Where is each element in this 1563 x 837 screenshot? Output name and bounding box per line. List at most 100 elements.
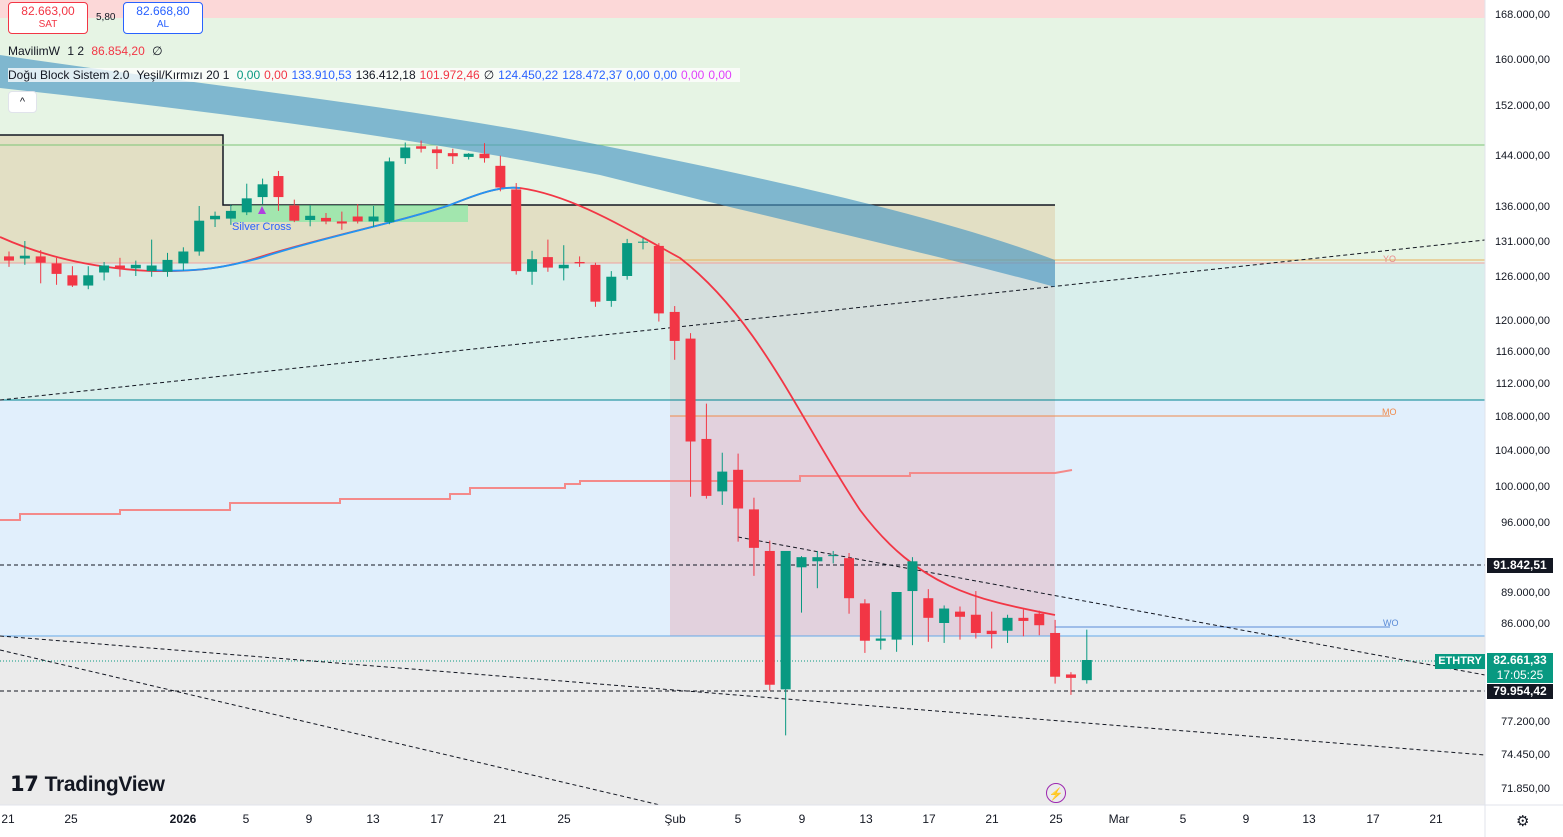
candle-body	[701, 438, 712, 496]
candle-body	[622, 243, 633, 276]
x-tick-label: 13	[859, 812, 873, 826]
y-tick-label: 86.000,00	[1501, 618, 1550, 630]
indicator-na-icon: ∅	[152, 44, 163, 58]
trendline-down	[737, 536, 1486, 676]
zone-top-red	[0, 0, 1485, 18]
y-tick-label: 116.000,00	[1496, 346, 1550, 358]
indicator-legend-mavilimw[interactable]: MavilimW 1 2 86.854,20 ∅	[8, 44, 167, 58]
candle-body	[241, 198, 252, 213]
indicator-value-5: ∅	[483, 68, 495, 82]
tradingview-logo-text: TradingView	[44, 773, 165, 796]
candle-body	[210, 215, 221, 220]
x-tick-label: 13	[366, 812, 380, 826]
zone-grey	[0, 636, 1485, 805]
x-tick-label: Mar	[1109, 812, 1130, 826]
level-tag-upper: 91.842,51	[1487, 558, 1553, 573]
indicator-value-3: 136.412,18	[355, 68, 416, 82]
candle-body	[875, 638, 886, 641]
x-tick-label: 9	[799, 812, 806, 826]
indicator-params: Yeşil/Kırmızı 20 1	[136, 68, 230, 82]
candle-body	[527, 259, 538, 272]
indicator-value-10: 0,00	[681, 68, 705, 82]
candle-body	[305, 215, 316, 220]
candle-body	[19, 255, 30, 259]
collapse-legend-button[interactable]: ^	[8, 91, 37, 113]
buy-price: 82.668,80	[136, 4, 190, 18]
x-tick-label: 17	[430, 812, 444, 826]
x-tick-label: 25	[557, 812, 571, 826]
candle-body	[495, 165, 506, 188]
trendline-steep	[0, 649, 661, 806]
x-tick-label: 9	[306, 812, 313, 826]
x-tick-label: 9	[1243, 812, 1250, 826]
sell-price-button[interactable]: 82.663,00 SAT	[8, 2, 88, 34]
buy-price-button[interactable]: 82.668,80 AL	[123, 2, 203, 34]
y-tick-label: 152.000,00	[1495, 100, 1550, 112]
candle-body	[194, 220, 205, 252]
candle-body	[431, 149, 442, 154]
candle-body	[717, 471, 728, 492]
candle-body	[907, 561, 918, 592]
candle-body	[891, 592, 902, 640]
x-tick-label: 25	[1049, 812, 1063, 826]
annotation-yo: YO	[1383, 254, 1396, 264]
indicator-params: 1 2	[67, 44, 85, 58]
candle-body	[748, 509, 759, 548]
y-tick-label: 126.000,00	[1495, 271, 1550, 283]
x-tick-label: 21	[1, 812, 15, 826]
candle-body	[225, 210, 236, 219]
candle-body	[336, 221, 347, 224]
candle-body	[859, 603, 870, 641]
x-tick-label: 13	[1302, 812, 1316, 826]
indicator-value-1: 0,00	[264, 68, 288, 82]
candle-body	[1050, 632, 1061, 677]
block-zone-tan	[0, 135, 1055, 263]
sell-label: SAT	[38, 19, 58, 30]
silver-zone	[232, 205, 468, 222]
candle-body	[447, 153, 458, 157]
candle-body	[479, 153, 490, 159]
candle-body	[796, 557, 807, 568]
y-tick-label: 89.000,00	[1501, 587, 1550, 599]
candle-body	[352, 216, 363, 222]
lightning-icon[interactable]: ⚡	[1046, 783, 1066, 803]
indicator-legend-dogu-block[interactable]: Doğu Block Sistem 2.0 Yeşil/Kırmızı 20 1…	[8, 68, 740, 82]
annotation-mo: MO	[1382, 407, 1397, 417]
indicator-value-7: 128.472,37	[562, 68, 623, 82]
y-tick-label: 77.200,00	[1501, 716, 1550, 728]
last-price-tag: 82.661,33	[1487, 653, 1553, 668]
candle-body	[83, 275, 94, 286]
candle-body	[99, 265, 110, 273]
y-tick-label: 136.000,00	[1495, 201, 1550, 213]
candle-body	[685, 338, 696, 442]
candle-body	[923, 598, 934, 618]
countdown-tag: 17:05:25	[1487, 668, 1553, 683]
candle-body	[162, 259, 173, 272]
candle-body	[400, 147, 411, 159]
candle-body	[844, 558, 855, 599]
x-tick-label: 17	[922, 812, 936, 826]
indicator-name: Doğu Block Sistem 2.0	[8, 68, 130, 82]
indicator-value: 86.854,20	[91, 44, 145, 58]
gear-icon[interactable]: ⚙	[1516, 813, 1530, 830]
candle-body	[1065, 674, 1076, 678]
candle-body	[416, 146, 427, 149]
cloud-band	[0, 55, 1055, 287]
block-zone-pink	[670, 416, 1055, 636]
candle-body	[542, 257, 553, 268]
candle-body	[955, 611, 965, 617]
candle-body	[35, 256, 46, 263]
annotation-wo: WO	[1383, 618, 1399, 628]
spread-value: 5,80	[96, 12, 116, 23]
candle-body	[574, 262, 585, 264]
buy-label: AL	[156, 19, 170, 30]
silver-cross-marker	[258, 206, 266, 214]
y-tick-label: 144.000,00	[1495, 150, 1550, 162]
candle-body	[669, 311, 680, 341]
candle-body	[51, 263, 62, 274]
y-tick-label: 168.000,00	[1495, 9, 1550, 21]
candle-body	[764, 550, 775, 685]
tradingview-logo[interactable]: 𝟭𝟳 TradingView	[10, 772, 165, 797]
x-tick-label: 2026	[170, 812, 197, 826]
